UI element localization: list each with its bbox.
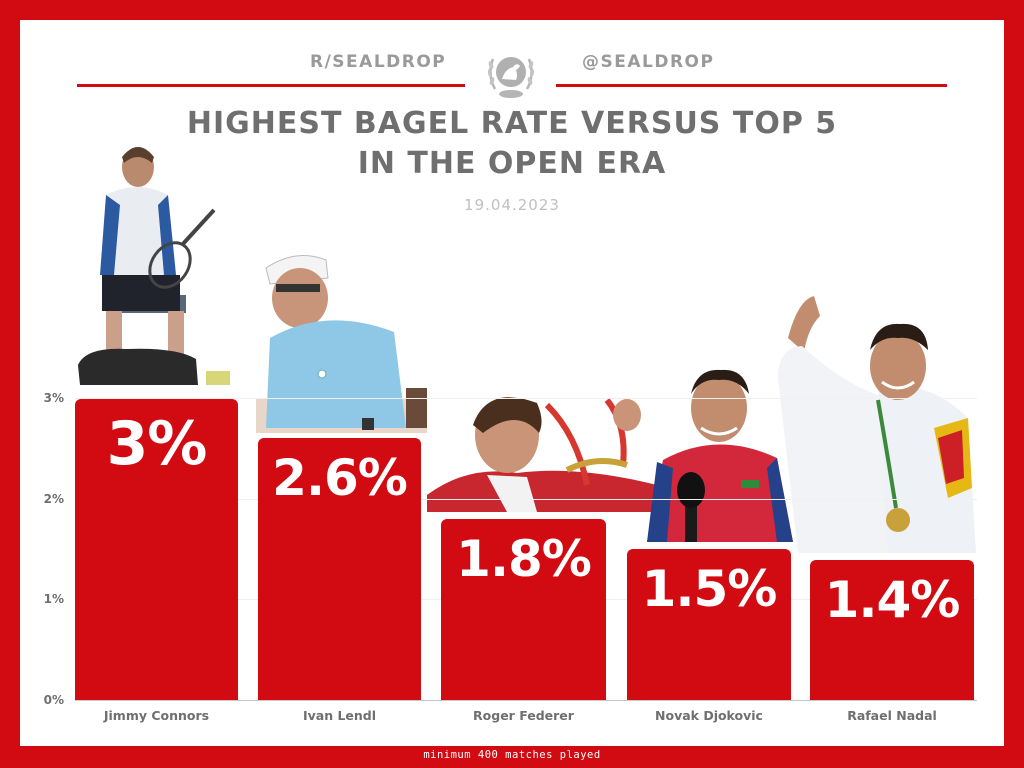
gridline-2pct <box>75 499 977 500</box>
footnote: minimum 400 matches played <box>423 749 601 761</box>
title-line-1: HIGHEST BAGEL RATE VERSUS TOP 5 <box>186 106 838 141</box>
x-label-rafael-nadal: Rafael Nadal <box>847 708 937 723</box>
bar-value-label: 1.5% <box>641 560 778 618</box>
jimmy-connors-photo <box>78 147 230 385</box>
infographic-card: R/SEALDROP @SEALDROP HIGHEST BAGEL RATE … <box>20 20 1004 746</box>
bar-value-label: 1.8% <box>456 530 592 588</box>
bar-jimmy-connors: 3% <box>75 399 238 700</box>
y-tick-1: 1% <box>43 592 64 606</box>
title-line-2: IN THE OPEN ERA <box>357 146 667 181</box>
bar-roger-federer: 1.8% <box>441 519 606 700</box>
reddit-handle: R/SEALDROP <box>310 52 447 72</box>
bar-value-label: 3% <box>106 409 208 479</box>
rafael-nadal-photo <box>778 296 976 553</box>
gridline-3pct <box>75 398 977 399</box>
x-label-jimmy-connors: Jimmy Connors <box>103 708 210 723</box>
roger-federer-photo <box>427 385 667 512</box>
chart-date: 19.04.2023 <box>464 196 560 214</box>
header-rule-right <box>556 84 947 87</box>
bar-rafael-nadal: 1.4% <box>810 560 974 700</box>
x-label-roger-federer: Roger Federer <box>473 708 574 723</box>
seal-laurel-logo-icon <box>487 57 535 98</box>
x-label-novak-djokovic: Novak Djokovic <box>655 708 763 723</box>
x-label-ivan-lendl: Ivan Lendl <box>302 708 377 723</box>
y-tick-2: 2% <box>43 492 64 506</box>
instagram-handle: @SEALDROP <box>582 52 715 72</box>
chart-title: HIGHEST BAGEL RATE VERSUS TOP 5 IN THE O… <box>20 104 1004 184</box>
x-axis-line <box>75 700 977 701</box>
header-rule-left <box>77 84 465 87</box>
y-tick-3: 3% <box>43 391 64 405</box>
bar-novak-djokovic: 1.5% <box>627 549 791 700</box>
bar-value-label: 2.6% <box>272 449 408 507</box>
ivan-lendl-photo <box>256 248 428 433</box>
bar-ivan-lendl: 2.6% <box>258 438 421 700</box>
y-tick-0: 0% <box>43 693 64 707</box>
bar-value-label: 1.4% <box>824 571 961 629</box>
